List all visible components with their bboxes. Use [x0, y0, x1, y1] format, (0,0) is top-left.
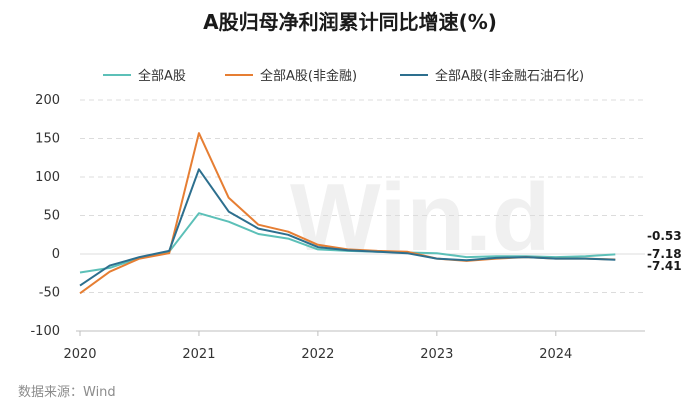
chart-title: A股归母净利润累计同比增速(%) — [203, 10, 497, 34]
series-line-3 — [79, 168, 616, 287]
x-tick-label: 2024 — [539, 347, 572, 362]
x-tick-label: 2023 — [420, 347, 453, 362]
legend-label: 全部A股 — [138, 68, 186, 84]
y-tick-label: 200 — [35, 93, 60, 108]
legend-label: 全部A股(非金融) — [260, 68, 357, 84]
series-lines — [79, 132, 616, 295]
y-tick-label: 100 — [35, 170, 60, 185]
end-labels: -0.53 -7.18-7.41 — [647, 229, 682, 273]
end-value-label: -0.53 — [647, 229, 682, 243]
legend-label: 全部A股(非金融石油石化) — [435, 68, 584, 84]
legend: 全部A股 全部A股(非金融) 全部A股(非金融石油石化) — [103, 68, 584, 84]
end-value-label: -7.41 — [647, 259, 682, 273]
y-tick-label: -100 — [30, 324, 60, 339]
grid-lines — [80, 99, 645, 332]
source-note: 数据来源：Wind — [18, 385, 116, 400]
x-tick-label: 2021 — [182, 347, 215, 362]
y-tick-label: -50 — [39, 286, 60, 301]
y-tick-label: 0 — [52, 247, 60, 262]
x-tick-label: 2020 — [63, 347, 96, 362]
y-tick-label: 50 — [43, 209, 60, 224]
x-tick-label: 2022 — [301, 347, 334, 362]
end-value-label: -7.18 — [647, 247, 682, 261]
y-tick-label: 150 — [35, 132, 60, 147]
